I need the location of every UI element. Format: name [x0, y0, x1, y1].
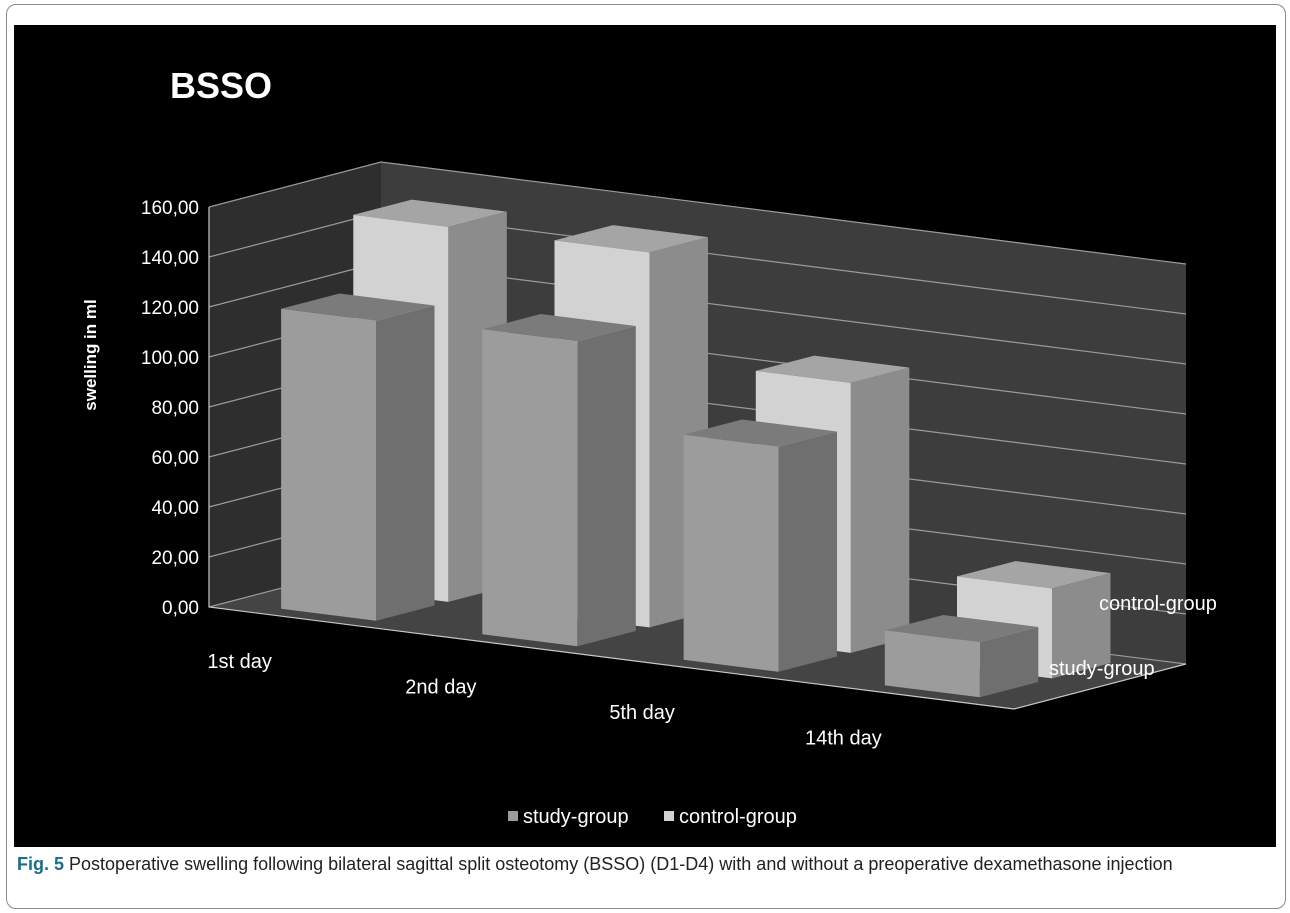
y-tick-label: 160,00 [141, 198, 199, 219]
x-category-label: 1st day [207, 651, 271, 673]
legend-swatch [508, 811, 518, 821]
y-tick-label: 60,00 [151, 448, 199, 469]
y-tick-label: 40,00 [151, 498, 199, 519]
x-category-label: 2nd day [405, 676, 476, 698]
chart-title: BSSO [170, 65, 273, 106]
gridline [208, 161, 1187, 265]
bar-study-group-2 [482, 314, 636, 647]
y-tick-label: 20,00 [151, 548, 199, 569]
legend-label: study-group [523, 806, 629, 828]
y-tick-label: 140,00 [141, 248, 199, 269]
y-tick-label: 80,00 [151, 398, 199, 419]
chart-area: 0,00 20,00 40,00 60,00 80,00 100,00 120,00 140,… [14, 25, 1276, 847]
caption-label: Fig. 5 [17, 854, 65, 874]
bar-chart-3d: 0,00 20,00 40,00 60,00 80,00 100,00 120,00 140,… [81, 161, 1217, 828]
y-tick-label: 120,00 [141, 298, 199, 319]
bar-study-group-1 [281, 293, 435, 621]
bar-study-group-3 [683, 419, 837, 672]
axis-edge [208, 207, 1187, 710]
depth-axis-label: control-group [1099, 593, 1217, 615]
legend-swatch [664, 811, 674, 821]
y-tick-label: 0,00 [162, 598, 199, 619]
legend-label: control-group [679, 806, 797, 828]
figure-caption: Fig. 5 Postoperative swelling following … [17, 852, 1273, 877]
caption-text: Postoperative swelling following bilater… [69, 854, 1173, 874]
y-axis-label: swelling in ml [81, 299, 100, 410]
y-tick-label: 100,00 [141, 348, 199, 369]
bar-study-group-4 [884, 615, 1039, 698]
x-category-label: 14th day [805, 727, 882, 749]
x-category-label: 5th day [609, 702, 675, 724]
figure-frame [6, 4, 1286, 909]
depth-axis-label: study-group [1049, 658, 1155, 680]
